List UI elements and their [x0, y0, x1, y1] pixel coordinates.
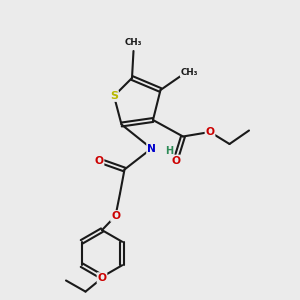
- Text: O: O: [94, 155, 103, 166]
- Text: O: O: [171, 155, 180, 166]
- Text: S: S: [110, 91, 118, 101]
- Text: O: O: [111, 211, 120, 221]
- Text: CH₃: CH₃: [181, 68, 198, 77]
- Text: H: H: [165, 146, 174, 157]
- Text: N: N: [147, 143, 156, 154]
- Text: CH₃: CH₃: [125, 38, 142, 46]
- Text: O: O: [206, 127, 214, 137]
- Text: O: O: [98, 273, 106, 283]
